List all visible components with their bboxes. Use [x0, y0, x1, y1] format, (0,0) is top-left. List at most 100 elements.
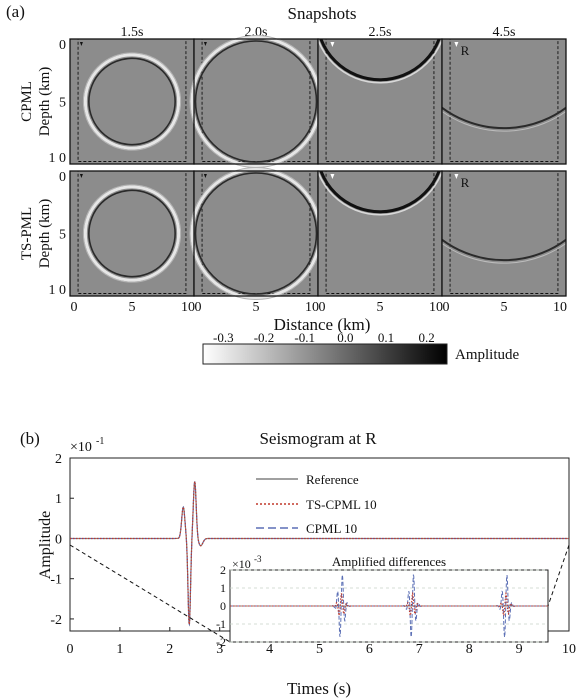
snapshot-panel: R	[441, 170, 567, 297]
x-tick-label: 0	[443, 300, 450, 315]
y-tick-label: -1	[50, 573, 62, 588]
inset-connector-left	[69, 544, 231, 643]
panel-b-label: (b)	[20, 429, 40, 448]
row-label: CPML	[19, 81, 35, 122]
wavefront-bright	[83, 185, 181, 282]
y-tick-label: 0	[59, 170, 66, 185]
snapshot-background	[318, 39, 442, 164]
x-tick-label: 10	[562, 642, 576, 657]
wavefront-bright	[83, 53, 181, 150]
colorbar-label: Amplitude	[455, 347, 520, 363]
x-tick-label: 3	[216, 642, 223, 657]
reflected-wave	[442, 238, 566, 264]
inset-exponent-power: -3	[254, 554, 262, 564]
seismogram-exponent: ×10 -1	[70, 436, 104, 455]
snapshot-background	[318, 171, 442, 296]
x-tick-label: 8	[466, 642, 473, 657]
receiver-label: R	[461, 43, 470, 58]
reflection-dark	[319, 171, 441, 214]
seismogram-lines	[70, 481, 569, 627]
x-tick-label: 10	[181, 300, 195, 315]
row-label: TS-PML	[19, 207, 35, 260]
exponent-base: ×10	[70, 440, 92, 455]
y-tick-label: 1 0	[49, 283, 67, 298]
colorbar-tick-label: 0.1	[378, 330, 394, 345]
snapshot-panel	[189, 167, 323, 300]
snapshot-panel	[69, 38, 195, 165]
time-label: 2.0s	[245, 25, 268, 40]
wavefront-dark	[194, 40, 318, 163]
reflection-bright	[318, 171, 442, 216]
legend: Reference TS-CPML 10 CPML 10	[256, 472, 377, 536]
source-marker	[203, 42, 207, 46]
snapshot-panel	[189, 35, 323, 168]
wavefront-dark	[88, 189, 176, 278]
legend-label-ts-cpml: TS-CPML 10	[306, 497, 377, 512]
y-tick-label: 5	[59, 96, 66, 111]
legend-label-reference: Reference	[306, 472, 359, 487]
snapshot-panel: R	[441, 38, 567, 165]
x-tick-label: 2	[166, 642, 173, 657]
depth-label: Depth (km)	[37, 67, 53, 137]
exponent-power: -1	[96, 436, 104, 447]
time-label: 4.5s	[493, 25, 516, 40]
distance-axis-label: Distance (km)	[274, 315, 371, 334]
wavefront-dark	[88, 57, 176, 146]
snapshot-panel	[317, 38, 443, 165]
seismogram-xlabel: Times (s)	[287, 679, 351, 698]
receiver-marker	[454, 174, 459, 179]
series-ts-cpml	[70, 481, 569, 627]
x-tick-label: 10	[429, 300, 443, 315]
wavefront-outer	[82, 52, 182, 151]
inset-y-tick-label: -2	[216, 635, 226, 649]
y-tick-label: 1 0	[49, 151, 67, 166]
snapshot-axes: CPML Depth (km)051 0TS-PML Depth (km)051 0…	[19, 38, 567, 315]
wavefront-dark	[194, 172, 318, 295]
snapshot-frame	[441, 38, 567, 165]
reflected-wave	[318, 171, 442, 216]
receiver-marker	[454, 42, 459, 47]
reflected-wave	[318, 39, 442, 84]
x-tick-label: 4	[266, 642, 273, 657]
time-label: 2.5s	[369, 25, 392, 40]
snapshot-background	[194, 39, 318, 164]
reflected-wave	[442, 106, 566, 132]
source-marker	[79, 174, 83, 178]
colorbar-tick-label: 0.0	[337, 330, 353, 345]
x-tick-label: 10	[305, 300, 319, 315]
inset-y-tick-label: 2	[220, 563, 226, 577]
snapshot-background	[70, 171, 194, 296]
inset-y-tick-label: -1	[216, 617, 226, 631]
y-tick-label: 1	[55, 492, 62, 507]
inset: Amplified differences ×10 -3 2 1 0 -1 -2	[69, 544, 570, 649]
time-label: 1.5s	[121, 25, 144, 40]
inset-y-tick-label: 0	[220, 599, 226, 613]
source-marker	[79, 42, 83, 46]
x-tick-label: 5	[377, 300, 384, 315]
y-tick-label: 0	[55, 532, 62, 547]
receiver-marker	[330, 42, 335, 47]
x-tick-label: 1	[116, 642, 123, 657]
reflection-dark	[442, 106, 566, 130]
reflection-bright	[442, 110, 566, 132]
snapshot-background	[442, 171, 566, 296]
x-tick-label: 0	[195, 300, 202, 315]
colorbar-tick-label: -0.1	[294, 330, 315, 345]
snapshot-panel	[69, 170, 195, 297]
receiver-label: R	[461, 175, 470, 190]
legend-label-cpml: CPML 10	[306, 521, 357, 536]
snapshot-rows: RR	[69, 35, 567, 300]
colorbar-tick-label: 0.2	[419, 330, 435, 345]
colorbar-tick-label: -0.2	[254, 330, 275, 345]
x-tick-label: 5	[253, 300, 260, 315]
inset-series-ts-cpml	[230, 591, 548, 617]
source-marker	[203, 174, 207, 178]
x-tick-label: 5	[501, 300, 508, 315]
colorbar-tick-label: -0.3	[213, 330, 234, 345]
receiver-marker	[330, 174, 335, 179]
snapshot-background	[442, 39, 566, 164]
seismogram-title: Seismogram at R	[259, 429, 377, 448]
depth-label: Depth (km)	[37, 199, 53, 269]
y-tick-label: -2	[50, 613, 62, 628]
